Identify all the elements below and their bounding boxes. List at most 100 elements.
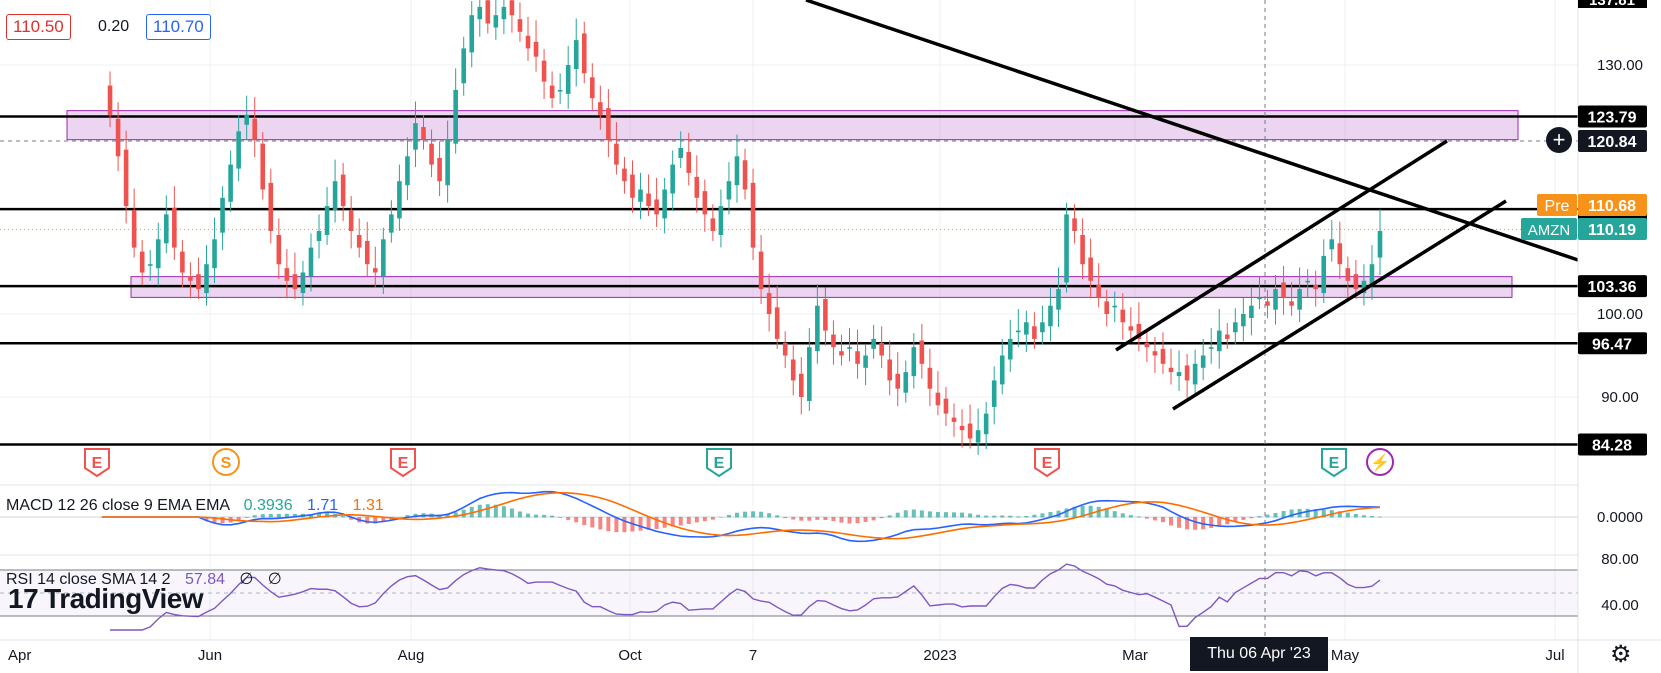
- candle-body: [951, 417, 957, 422]
- top-partial-text: 137.81: [1589, 0, 1635, 9]
- candle-body: [188, 276, 193, 281]
- rsi-legend[interactable]: RSI 14 close SMA 14 2 57.84 ∅ ∅: [6, 569, 282, 589]
- candle-body: [1224, 334, 1230, 339]
- candle-body: [758, 251, 764, 290]
- price-axis[interactable]: 130.00100.0090.00123.79112.63103.3696.47…: [1521, 0, 1647, 673]
- macd-hist-bar: [317, 513, 322, 518]
- macd-hist-bar: [791, 517, 796, 520]
- macd-hist-bar: [1112, 511, 1117, 518]
- time-tick-4: 7: [749, 647, 757, 664]
- macd-hist-bar: [1185, 517, 1190, 530]
- candle-body: [340, 174, 346, 207]
- candle-body: [131, 210, 137, 248]
- time-tick-3: Oct: [618, 647, 642, 664]
- event-marker-1: [212, 448, 240, 476]
- candle-body: [204, 264, 209, 294]
- candle-body: [839, 351, 844, 356]
- event-letter-2: E: [398, 455, 409, 472]
- level-label-4-box: [1578, 433, 1647, 456]
- candle-body: [1136, 323, 1142, 339]
- candle-body: [1088, 257, 1093, 281]
- level-label-3-text: 96.47: [1592, 336, 1632, 353]
- macd-hist-bar: [574, 517, 579, 523]
- macd-hist-bar: [1032, 514, 1037, 518]
- macd-legend[interactable]: MACD 12 26 close 9 EMA EMA 0.3936 1.71 1…: [6, 497, 384, 515]
- candle-body: [855, 351, 860, 364]
- macd-hist-bar: [1177, 517, 1182, 528]
- candle-body: [823, 299, 828, 331]
- candle-body: [590, 77, 595, 99]
- event-marker-0: [84, 448, 110, 478]
- macd-hist-bar: [919, 510, 924, 518]
- candle-body: [614, 143, 619, 165]
- macd-hist-bar: [1088, 505, 1093, 518]
- level-label-3-box: [1578, 332, 1647, 355]
- bid-price-box[interactable]: 110.50: [6, 14, 71, 40]
- macd-hist-bar: [1128, 515, 1133, 518]
- candle-body: [284, 268, 290, 281]
- macd-hist-bar: [815, 517, 820, 520]
- ask-price-box[interactable]: 110.70: [146, 14, 211, 40]
- macd-hist-bar: [935, 511, 940, 518]
- candle-body: [1176, 372, 1182, 377]
- rsi-extra-value: ∅: [267, 571, 282, 588]
- macd-hist-bar: [1000, 515, 1005, 518]
- level-label-0-text: 123.79: [1588, 110, 1637, 127]
- event-marker-3: [706, 448, 732, 478]
- rsi-sma-value: ∅: [239, 571, 254, 588]
- macd-hist-bar: [517, 511, 522, 518]
- macd-hist-bar: [927, 511, 932, 518]
- candle-body: [260, 143, 266, 190]
- macd-hist-bar: [1233, 517, 1238, 523]
- macd-hist-bar: [526, 513, 530, 518]
- event-marker-6: [1366, 448, 1394, 476]
- macd-hist-bar: [702, 517, 707, 522]
- plus-icon[interactable]: +: [1546, 127, 1572, 153]
- macd-hist-bar: [1281, 511, 1286, 518]
- pre-label-box: [1537, 194, 1577, 216]
- gear-icon[interactable]: ⚙: [1610, 641, 1632, 668]
- macd-hist-bar: [341, 516, 346, 518]
- candle-body: [509, 0, 515, 16]
- candle-body: [123, 149, 129, 207]
- candle-body: [453, 89, 458, 144]
- macd-hist-bar: [244, 517, 249, 518]
- candle-body: [702, 191, 708, 215]
- level-label-0-box: [1578, 105, 1647, 128]
- macd-hist-bar: [718, 517, 723, 518]
- candle-body: [115, 118, 121, 157]
- rsi-tick-0: 80.00: [1601, 551, 1639, 568]
- macd-hist-bar: [759, 511, 764, 518]
- event-letter-4: E: [1042, 455, 1053, 472]
- time-axis[interactable]: Apr Jun Aug Oct 7 2023 Mar May Jul: [0, 639, 1661, 664]
- macd-hist-bar: [1120, 513, 1125, 518]
- macd-hist-bar: [453, 512, 458, 518]
- macd-hist-bar: [614, 517, 619, 533]
- macd-hist-bar: [686, 517, 691, 524]
- candle-body: [1313, 284, 1318, 290]
- candle-body: [1072, 218, 1077, 231]
- macd-hist-bar: [445, 514, 450, 518]
- candle-body: [1120, 309, 1126, 323]
- macd-line-value: 1.71: [307, 497, 339, 514]
- candle-body: [180, 251, 185, 273]
- candle-body: [927, 367, 933, 389]
- candle-body: [324, 206, 330, 235]
- macd-hist-bar: [1217, 517, 1222, 527]
- macd-hist-bar: [807, 517, 812, 521]
- candle-body: [863, 355, 868, 368]
- candle-body: [348, 210, 354, 231]
- candle-body: [405, 156, 410, 186]
- time-tick-1: Jun: [198, 647, 222, 664]
- candle-body: [919, 340, 925, 364]
- macd-hist-bar: [895, 512, 900, 518]
- time-tick-8: Jul: [1545, 647, 1564, 664]
- candle-body: [212, 239, 217, 269]
- candle-body: [726, 181, 732, 200]
- candle-body: [1208, 347, 1214, 349]
- macd-hist-bar: [1144, 517, 1149, 519]
- macd-hist-bar: [1136, 516, 1141, 518]
- macd-hist-bar: [1209, 517, 1214, 528]
- candle-body: [1281, 282, 1286, 298]
